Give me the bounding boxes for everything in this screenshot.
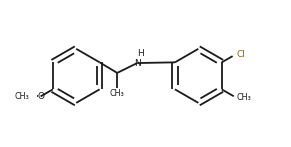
Text: CH₃: CH₃ [15,92,30,101]
Text: CH₃: CH₃ [110,89,125,98]
Text: N: N [134,59,141,68]
Text: O: O [37,92,44,101]
Text: Cl: Cl [236,50,245,59]
Text: H: H [137,49,143,58]
Text: CH₃: CH₃ [236,93,251,102]
